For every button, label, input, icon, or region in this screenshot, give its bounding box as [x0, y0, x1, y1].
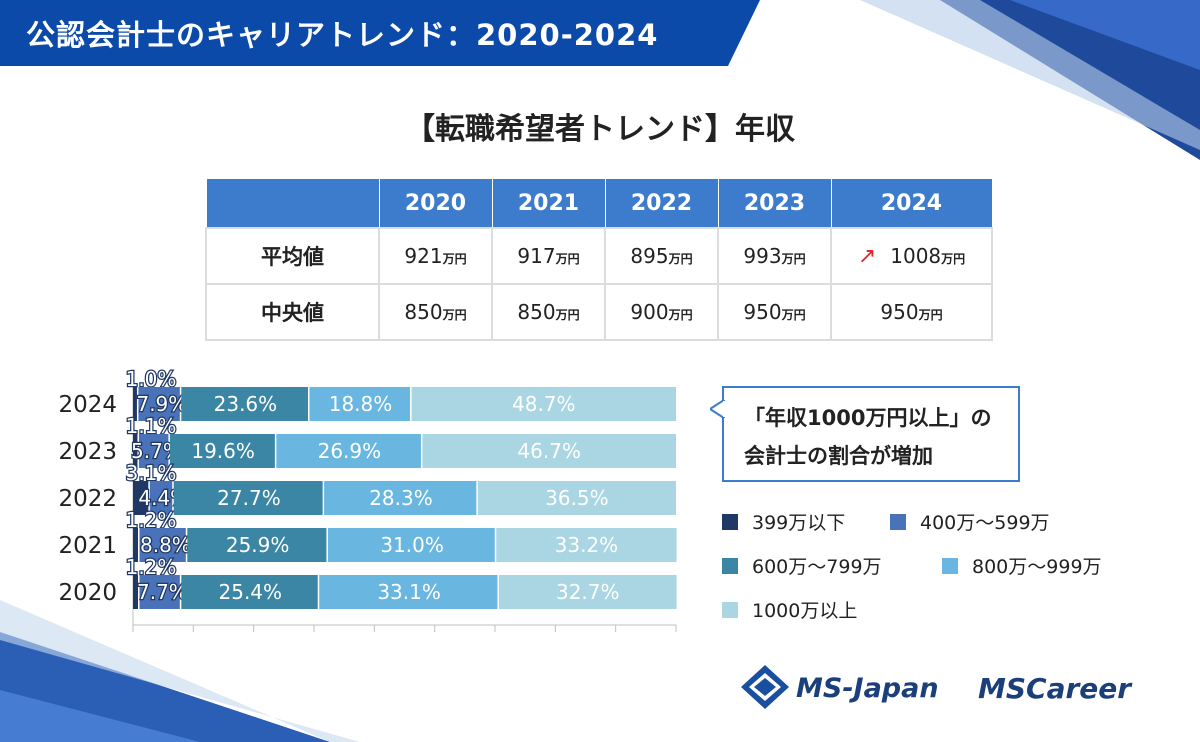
legend-item: 1000万以上 [722, 596, 857, 623]
bar-segment [133, 528, 139, 562]
bar-segment [138, 434, 169, 468]
bar-segment [138, 387, 180, 421]
data-label: 46.7% [517, 439, 581, 463]
legend-swatch [942, 557, 958, 574]
legend-item: 399万以下 [722, 508, 845, 535]
legend-swatch [722, 513, 738, 530]
category-label: 2020 [58, 580, 117, 606]
data-label: 7.7% [137, 580, 188, 604]
table-cell: 993万円 [717, 227, 832, 285]
legend-swatch [890, 513, 906, 530]
bar-segment [327, 528, 495, 562]
bar-segment [133, 481, 149, 515]
table-cell: 917万円 [491, 227, 606, 285]
category-label: 2024 [58, 392, 117, 418]
table-cell: 895万円 [604, 227, 719, 285]
category-label: 2021 [58, 533, 117, 559]
table-header-2024: 2024 [830, 178, 993, 229]
bar-segment [133, 387, 137, 421]
bar-segment [319, 575, 498, 609]
bar-segment [139, 528, 186, 562]
legend-item: 600万～799万 [722, 552, 882, 579]
ms-japan-logo-mark [741, 665, 789, 709]
table-cell: 921万円 [378, 227, 493, 285]
bar-segment [133, 434, 138, 468]
ms-career-logo: MSCareer [978, 672, 1132, 705]
data-label: 26.9% [318, 439, 382, 463]
callout-line-2: 会計士の割合が増加 [744, 444, 933, 468]
data-label: 19.6% [191, 439, 255, 463]
table-header-2020: 2020 [378, 178, 493, 229]
ms-japan-logo-text: MS-Japan [796, 673, 939, 704]
bar-segment [496, 528, 677, 562]
table-row-median: 中央値 850万円 850万円 900万円 950万円 950万円 [205, 283, 993, 341]
up-arrow-icon: ↗ [857, 243, 877, 269]
bar-segment [422, 434, 676, 468]
bar-segment [187, 528, 327, 562]
data-label: 25.9% [226, 533, 290, 557]
row-label-median: 中央値 [205, 283, 380, 341]
table-header-2023: 2023 [717, 178, 832, 229]
data-label: 28.3% [369, 486, 433, 510]
legend-swatch [722, 557, 738, 574]
data-label: 31.0% [380, 533, 444, 557]
data-label: 18.8% [329, 392, 393, 416]
table-cell: 850万円 [491, 283, 606, 341]
data-label: 33.1% [377, 580, 441, 604]
data-label: 1.1% [126, 414, 177, 438]
legend-item: 800万～999万 [942, 552, 1102, 579]
data-label: 8.8% [140, 533, 191, 557]
bar-segment [149, 481, 173, 515]
bar-segment [411, 387, 676, 421]
salary-table: 2020 2021 2022 2023 2024 平均値 921万円 917万円… [205, 178, 993, 341]
bar-segment [133, 575, 139, 609]
table-header-row: 2020 2021 2022 2023 2024 [205, 178, 993, 229]
table-header-2022: 2022 [604, 178, 719, 229]
row-label-average: 平均値 [205, 227, 380, 285]
data-label: 7.9% [136, 392, 187, 416]
bar-segment [276, 434, 421, 468]
banner-title: 公認会計士のキャリアトレンド：2020‐2024 [26, 18, 659, 52]
bar-segment [181, 575, 318, 609]
data-label: 33.2% [555, 533, 619, 557]
table-cell: 950万円 [717, 283, 832, 341]
bar-segment [498, 575, 677, 609]
title-banner [0, 0, 760, 66]
table-cell: 950万円 [830, 283, 993, 341]
callout-box: 「年収1000万円以上」の 会計士の割合が増加 [722, 386, 1020, 482]
bar-segment [324, 481, 477, 515]
bar-segment [139, 575, 180, 609]
category-label: 2022 [58, 486, 117, 512]
section-title: 【転職希望者トレンド】年収 [405, 112, 795, 147]
legend-item: 400万～599万 [890, 508, 1050, 535]
table-corner-cell [205, 178, 380, 229]
table-header-2021: 2021 [491, 178, 606, 229]
data-label: 27.7% [217, 486, 281, 510]
bar-segment [173, 481, 323, 515]
table-row-average: 平均値 921万円 917万円 895万円 993万円 ↗ 1008万円 [205, 227, 993, 285]
bar-segment [169, 434, 275, 468]
data-label: 25.4% [219, 580, 283, 604]
data-label: 48.7% [512, 392, 576, 416]
bar-segment [181, 387, 308, 421]
legend-swatch [722, 601, 738, 618]
table-cell: 850万円 [378, 283, 493, 341]
bar-segment [309, 387, 411, 421]
callout-pointer [710, 400, 728, 418]
table-cell: ↗ 1008万円 [830, 227, 993, 285]
callout-line-1: 「年収1000万円以上」の [744, 406, 992, 430]
bar-segment [477, 481, 676, 515]
data-label: 32.7% [556, 580, 620, 604]
table-cell: 900万円 [604, 283, 719, 341]
category-label: 2023 [58, 439, 117, 465]
data-label: 23.6% [214, 392, 278, 416]
data-label: 36.5% [545, 486, 609, 510]
